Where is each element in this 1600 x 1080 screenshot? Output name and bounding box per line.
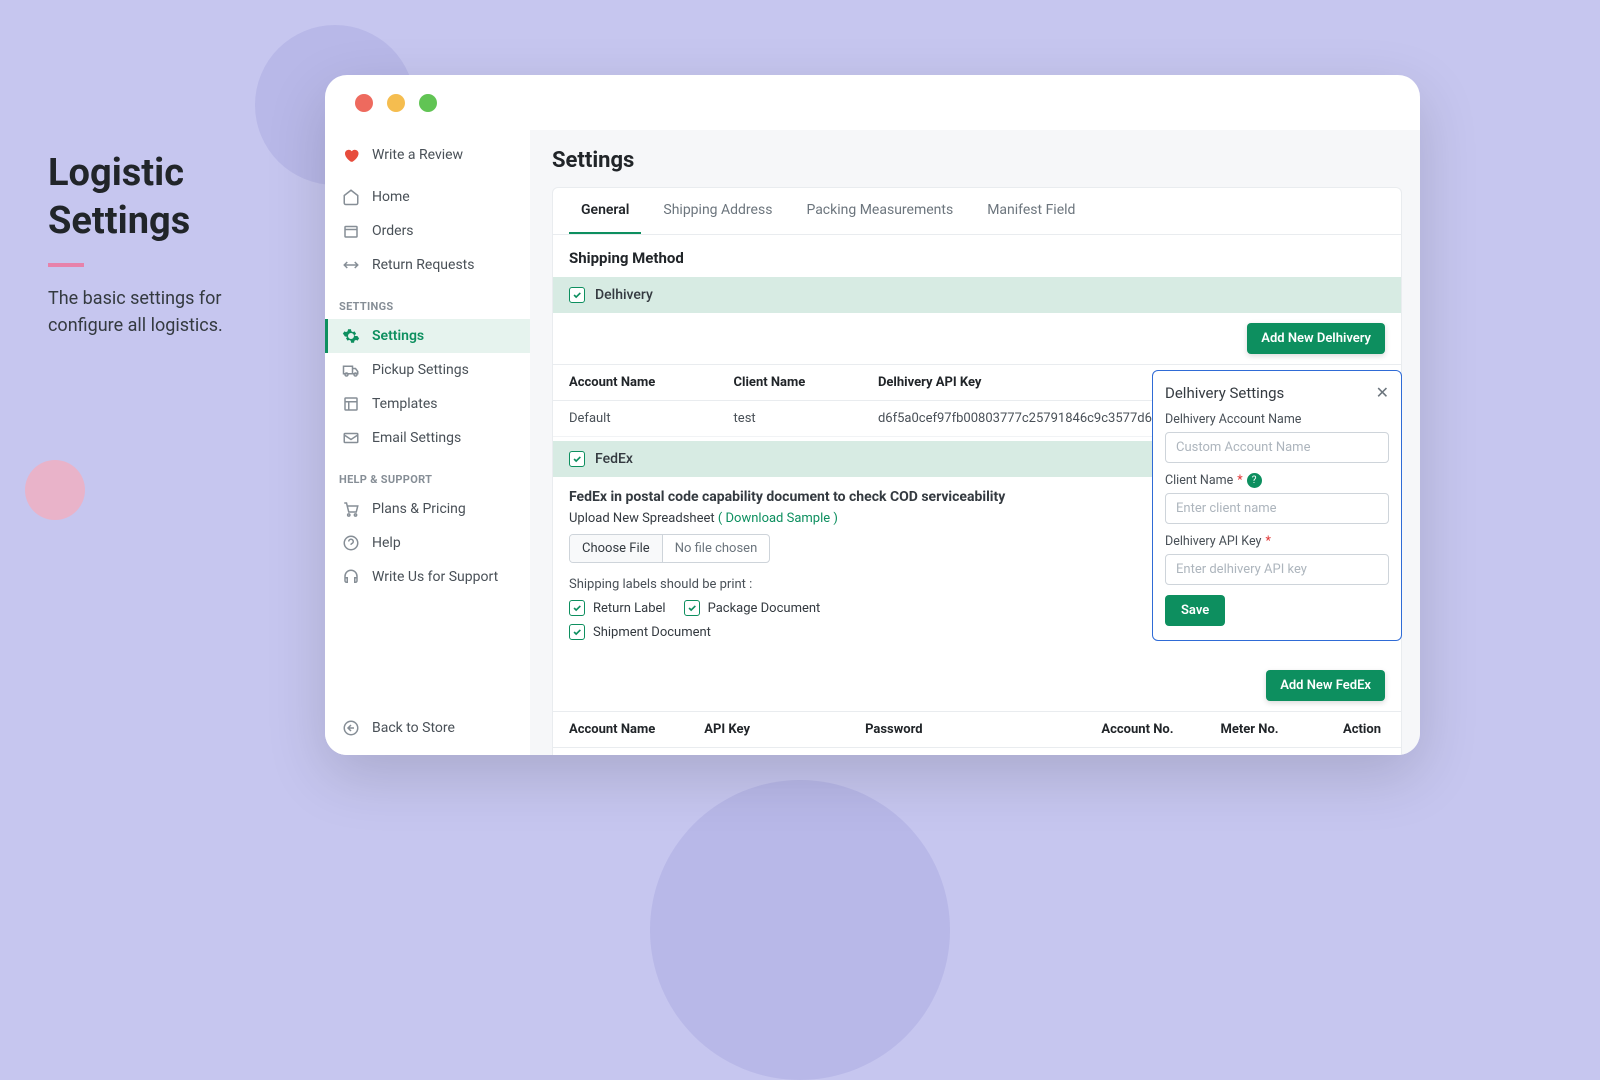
sidebar-item-pickup[interactable]: Pickup Settings [325, 353, 530, 387]
account-name-input[interactable] [1165, 432, 1389, 463]
sidebar-label: Orders [372, 223, 414, 239]
tab-shipping[interactable]: Shipping Address [651, 188, 784, 234]
promo-desc: The basic settings for configure all log… [48, 285, 278, 339]
th-action: Action [1316, 712, 1401, 748]
sidebar-label: Settings [372, 328, 424, 344]
tab-manifest[interactable]: Manifest Field [975, 188, 1087, 234]
back-icon [342, 719, 360, 737]
template-icon [342, 395, 360, 413]
email-icon [342, 429, 360, 447]
sidebar-label: Templates [372, 396, 438, 412]
sidebar-label: Home [372, 189, 410, 205]
th-meter: Meter No. [1204, 712, 1316, 748]
th-api: API Key [688, 712, 849, 748]
close-icon[interactable]: ✕ [1376, 383, 1389, 402]
th-client: Client Name [718, 365, 862, 401]
th-account: Account Name [553, 365, 718, 401]
sidebar-item-back[interactable]: Back to Store [325, 711, 530, 755]
promo-block: LogisticSettings The basic settings for … [48, 150, 278, 339]
window-min-dot[interactable] [387, 94, 405, 112]
gear-icon [342, 327, 360, 345]
client-name-label: Client Name [1165, 473, 1233, 488]
sidebar-heading-help: HELP & SUPPORT [325, 455, 530, 492]
file-input[interactable]: Choose File No file chosen [569, 534, 770, 563]
sidebar-heading-settings: SETTINGS [325, 282, 530, 319]
checkbox-delhivery[interactable] [569, 287, 585, 303]
labels-print-label: Shipping labels should be print : [569, 577, 1145, 592]
home-icon [342, 188, 360, 206]
headset-icon [342, 568, 360, 586]
sidebar-label: Plans & Pricing [372, 501, 466, 517]
file-status: No file chosen [663, 535, 770, 562]
orders-icon [342, 222, 360, 240]
method-label: FedEx [595, 451, 633, 467]
client-name-input[interactable] [1165, 493, 1389, 524]
sidebar-item-email[interactable]: Email Settings [325, 421, 530, 455]
sidebar-label: Write Us for Support [372, 569, 498, 585]
app-body: Write a Review Home Orders Return Reques… [325, 130, 1420, 755]
api-key-input[interactable] [1165, 554, 1389, 585]
delhivery-settings-popover: Delhivery Settings ✕ Delhivery Account N… [1152, 370, 1402, 641]
bg-circle-bottom [650, 780, 950, 1080]
window-max-dot[interactable] [419, 94, 437, 112]
choose-file-button[interactable]: Choose File [570, 535, 663, 562]
chk-package-doc[interactable]: Package Document [684, 600, 821, 616]
method-label: Delhivery [595, 287, 653, 303]
sidebar-label: Pickup Settings [372, 362, 469, 378]
th-accno: Account No. [1085, 712, 1204, 748]
page-title: Settings [552, 148, 1402, 173]
bg-circle-small [25, 460, 85, 520]
upload-label: Upload New Spreadsheet [569, 511, 715, 526]
main-content: Settings General Shipping Address Packin… [530, 130, 1420, 755]
sidebar-item-help[interactable]: Help [325, 526, 530, 560]
sidebar-label: Help [372, 535, 401, 551]
tab-packing[interactable]: Packing Measurements [794, 188, 965, 234]
sidebar-item-home[interactable]: Home [325, 180, 530, 214]
help-icon [342, 534, 360, 552]
account-name-label: Delhivery Account Name [1165, 412, 1389, 427]
window-titlebar [325, 75, 1420, 130]
sidebar-item-plans[interactable]: Plans & Pricing [325, 492, 530, 526]
cart-icon [342, 500, 360, 518]
app-window: Write a Review Home Orders Return Reques… [325, 75, 1420, 755]
sidebar-label: Return Requests [372, 257, 474, 273]
sidebar-item-templates[interactable]: Templates [325, 387, 530, 421]
promo-title: LogisticSettings [48, 150, 278, 245]
th-account: Account Name [553, 712, 688, 748]
promo-rule [48, 263, 84, 267]
window-close-dot[interactable] [355, 94, 373, 112]
add-fedex-button[interactable]: Add New FedEx [1266, 670, 1385, 701]
tabs: General Shipping Address Packing Measure… [553, 188, 1401, 235]
save-button[interactable]: Save [1165, 595, 1225, 626]
sidebar-item-orders[interactable]: Orders [325, 214, 530, 248]
sidebar-label: Write a Review [372, 147, 463, 163]
api-key-label: Delhivery API Key [1165, 534, 1261, 549]
checkbox-fedex[interactable] [569, 451, 585, 467]
download-sample-link[interactable]: ( Download Sample ) [718, 511, 838, 526]
popover-title: Delhivery Settings [1165, 384, 1284, 402]
sidebar-item-settings[interactable]: Settings [325, 319, 530, 353]
add-delhivery-button[interactable]: Add New Delhivery [1247, 323, 1385, 354]
sidebar-item-support[interactable]: Write Us for Support [325, 560, 530, 594]
table-row: Default KwRxCilg1KbLpkI9 sLzmILqrfNxDDEg… [553, 748, 1401, 756]
truck-icon [342, 361, 360, 379]
sidebar-label: Email Settings [372, 430, 461, 446]
chk-shipment-doc[interactable]: Shipment Document [569, 624, 1145, 640]
sidebar: Write a Review Home Orders Return Reques… [325, 130, 530, 755]
chk-return-label[interactable]: Return Label [569, 600, 666, 616]
heart-icon [342, 146, 360, 164]
tab-general[interactable]: General [569, 188, 641, 234]
sidebar-item-returns[interactable]: Return Requests [325, 248, 530, 282]
method-delhivery-header[interactable]: Delhivery [553, 277, 1401, 313]
sidebar-item-review[interactable]: Write a Review [325, 138, 530, 172]
fedex-table: Account Name API Key Password Account No… [553, 711, 1401, 755]
sidebar-label: Back to Store [372, 720, 455, 736]
shipping-method-title: Shipping Method [553, 235, 1401, 277]
th-password: Password [849, 712, 1085, 748]
returns-icon [342, 256, 360, 274]
help-icon[interactable]: ? [1247, 473, 1262, 488]
